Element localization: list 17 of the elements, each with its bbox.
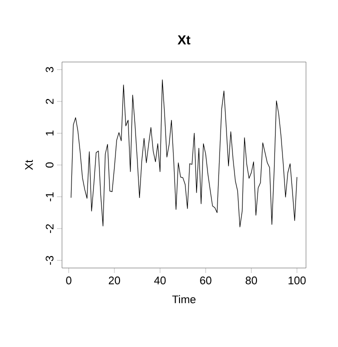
y-tick-label: 3 <box>46 67 54 72</box>
y-tick-label: -3 <box>46 256 54 265</box>
y-tick-label: 1 <box>46 130 54 136</box>
x-axis-title: Time <box>172 295 196 304</box>
y-tick-label: -2 <box>46 224 54 233</box>
x-tick-label: 60 <box>200 276 212 284</box>
line-series <box>70 79 298 228</box>
chart-title: Xt <box>178 35 190 44</box>
x-tick-label: 40 <box>154 276 166 284</box>
x-tick-label: 100 <box>288 276 306 284</box>
x-tick-label: 20 <box>108 276 120 284</box>
x-tick-label: 0 <box>66 276 72 284</box>
y-tick-label: -1 <box>46 192 54 202</box>
y-tick-label: 0 <box>46 162 54 168</box>
x-tick-label: 80 <box>246 276 257 284</box>
y-tick-label: 2 <box>46 98 54 104</box>
y-axis-title: Xt <box>25 160 33 170</box>
